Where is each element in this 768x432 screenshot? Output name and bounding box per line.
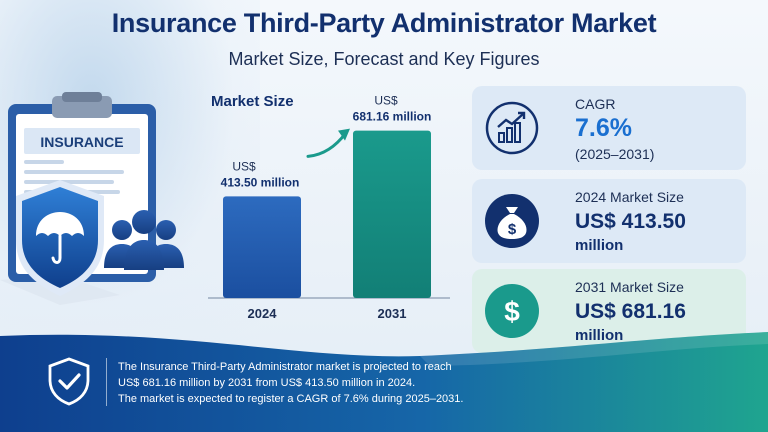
bar-2024 <box>223 196 301 298</box>
market-size-2031-value: US$ 681.16 <box>575 300 686 323</box>
people-icon <box>104 210 184 270</box>
footer-line: The Insurance Third-Party Administrator … <box>118 361 452 373</box>
cagr-value: 7.6% <box>575 114 632 142</box>
page-subtitle: Market Size, Forecast and Key Figures <box>228 49 540 69</box>
data-label-amount: 681.16 million <box>353 110 432 124</box>
cagr-card: CAGR 7.6% (2025–2031) <box>472 86 746 170</box>
chart-canvas: 2024 US$ 413.50 million 2031 US$ 681.16 milli… <box>208 94 450 321</box>
market-size-2024-value: US$ 413.50 <box>575 210 686 233</box>
footer-divider <box>106 358 107 406</box>
growth-arrow-head <box>338 128 350 141</box>
data-label-currency: US$ <box>374 94 398 108</box>
chart-title: Market Size <box>211 93 294 110</box>
market-size-2024-card: $ 2024 Market Size US$ 413.50 million <box>472 179 746 263</box>
market-size-2031-unit: million <box>575 327 624 344</box>
growth-arrow <box>306 131 348 158</box>
shield-umbrella-icon <box>16 180 104 296</box>
svg-text:$: $ <box>504 296 520 327</box>
x-tick-label: 2031 <box>378 306 407 321</box>
shield-check-icon <box>48 357 90 406</box>
clipboard-label: INSURANCE <box>40 134 123 150</box>
market-size-2024-label: 2024 Market Size <box>575 189 684 205</box>
bar-2031 <box>353 130 431 298</box>
growth-chart-icon <box>485 101 539 155</box>
dollar-coin-icon: $ <box>485 284 539 338</box>
footer-line: US$ 681.16 million by 2031 from US$ 413.… <box>118 377 416 389</box>
data-label-amount: 413.50 million <box>221 175 300 189</box>
page-title: Insurance Third-Party Administrator Mark… <box>111 8 657 38</box>
cagr-period: (2025–2031) <box>575 146 655 162</box>
x-tick-label: 2024 <box>248 306 278 321</box>
market-size-chart: Market Size 2024 US$ 413.50 million 2031 US$… <box>200 86 458 330</box>
footer-band <box>0 332 768 432</box>
footer-line: The market is expected to register a CAG… <box>118 393 464 405</box>
svg-text:$: $ <box>508 221 517 238</box>
insurance-illustration: INSURANCE <box>0 92 184 305</box>
money-bag-icon: $ <box>485 194 539 248</box>
cagr-label: CAGR <box>575 96 616 112</box>
market-size-2031-label: 2031 Market Size <box>575 279 684 295</box>
footer-summary: The Insurance Third-Party Administrator … <box>118 359 538 407</box>
market-size-2024-unit: million <box>575 237 624 254</box>
data-label-currency: US$ <box>232 159 256 173</box>
